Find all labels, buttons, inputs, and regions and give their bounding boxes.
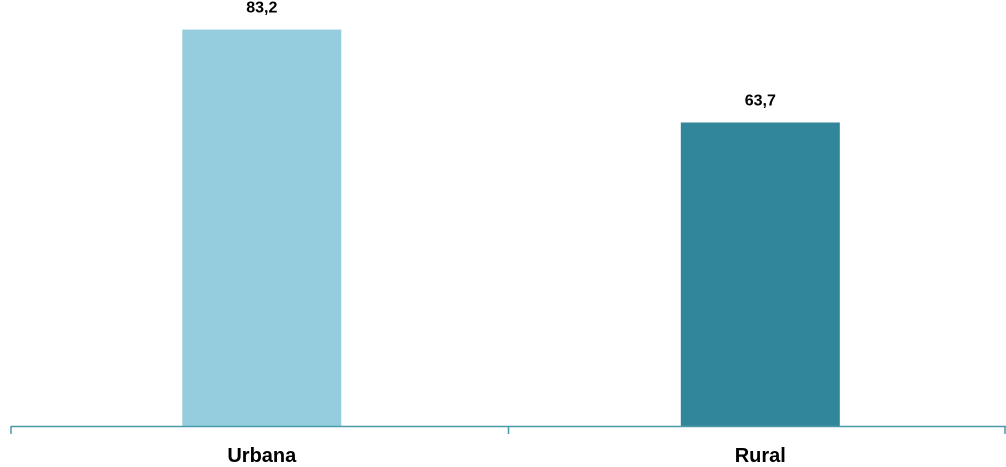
bars-layer bbox=[182, 29, 840, 426]
bar-rural bbox=[680, 122, 840, 426]
x-tick-label-urbana: Urbana bbox=[227, 445, 297, 467]
x-tick-labels-layer: Urbana Rural bbox=[227, 445, 786, 467]
data-labels-layer: 83,2 63,7 bbox=[246, 0, 776, 110]
x-axis bbox=[10, 425, 1006, 434]
data-label-urbana: 83,2 bbox=[246, 0, 277, 17]
x-tick-label-rural: Rural bbox=[735, 445, 786, 467]
data-label-rural: 63,7 bbox=[745, 93, 776, 110]
bar-urbana bbox=[182, 29, 342, 426]
